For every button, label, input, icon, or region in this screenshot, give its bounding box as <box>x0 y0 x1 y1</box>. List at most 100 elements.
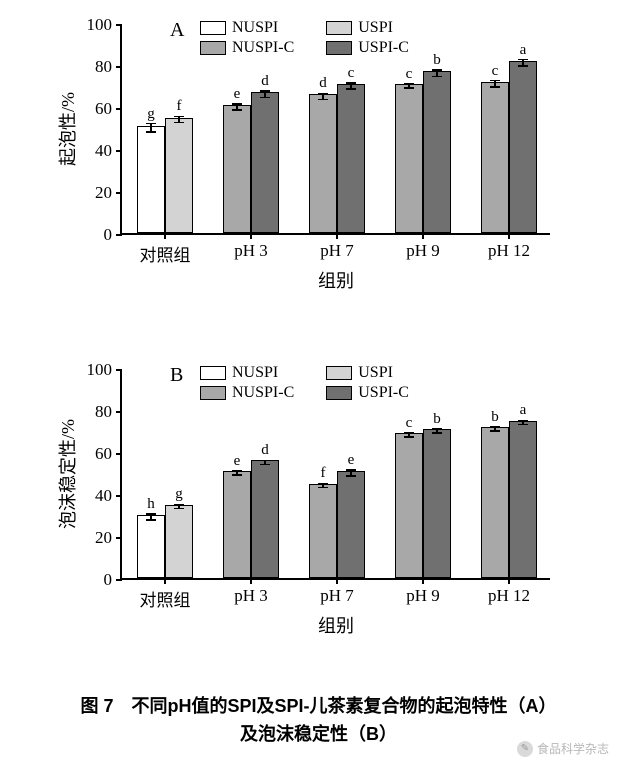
xtick-label: pH 9 <box>406 241 440 261</box>
legend-item: NUSPI <box>200 19 294 37</box>
x-axis-label: 组别 <box>318 612 354 638</box>
legend-swatch <box>326 386 352 400</box>
legend-swatch <box>326 366 352 380</box>
bar <box>395 433 423 578</box>
legend-item: USPI <box>326 19 409 37</box>
xtick-label: 对照组 <box>140 586 191 611</box>
figure-caption-line1: 图 7 不同pH值的SPI及SPI-儿茶素复合物的起泡特性（A） <box>0 692 637 718</box>
xtick-label: pH 7 <box>320 241 354 261</box>
bar <box>337 471 365 578</box>
bar <box>251 92 279 233</box>
bar <box>423 71 451 233</box>
xtick-label: pH 7 <box>320 586 354 606</box>
legend: NUSPI USPI NUSPI-C USPI-C <box>200 19 409 57</box>
bar <box>509 61 537 233</box>
legend-label: NUSPI <box>232 19 278 37</box>
bar <box>251 460 279 578</box>
significance-label: f <box>177 98 182 115</box>
significance-label: e <box>348 452 355 469</box>
legend-swatch <box>326 21 352 35</box>
significance-label: d <box>319 75 327 92</box>
ytick-label: 60 <box>95 444 112 464</box>
bar <box>165 505 193 579</box>
figure-wrap: { "colors": { "NUSPI": "#ffffff", "USPI"… <box>0 0 637 771</box>
significance-label: d <box>261 73 269 90</box>
significance-label: d <box>261 442 269 459</box>
significance-label: b <box>433 52 441 69</box>
bar <box>395 84 423 233</box>
significance-label: e <box>234 453 241 470</box>
xtick-label: pH 12 <box>488 241 530 261</box>
legend-item: USPI <box>326 364 409 382</box>
legend-label: NUSPI <box>232 364 278 382</box>
panel-letter: A <box>170 19 184 42</box>
panel-a: 020406080100起泡性/%对照组gfpH 3edpH 7dcpH 9cb… <box>120 25 550 235</box>
ytick-label: 60 <box>95 99 112 119</box>
significance-label: a <box>520 42 527 59</box>
caption-prefix: 图 7 <box>80 696 113 716</box>
bar <box>165 118 193 234</box>
bar <box>481 427 509 578</box>
panel-b: 020406080100泡沫稳定性/%对照组hgpH 3edpH 7fepH 9… <box>120 370 550 580</box>
significance-label: b <box>433 411 441 428</box>
bar <box>137 126 165 233</box>
legend-item: NUSPI-C <box>200 384 294 402</box>
ytick-label: 80 <box>95 57 112 77</box>
bar <box>423 429 451 578</box>
ytick-label: 40 <box>95 486 112 506</box>
significance-label: c <box>348 65 355 82</box>
legend-swatch <box>200 41 226 55</box>
xtick-label: pH 12 <box>488 586 530 606</box>
legend-swatch <box>326 41 352 55</box>
watermark-text: 食品科学杂志 <box>537 740 609 757</box>
ytick-label: 20 <box>95 528 112 548</box>
legend-item: USPI-C <box>326 39 409 57</box>
xtick-label: pH 9 <box>406 586 440 606</box>
legend-swatch <box>200 366 226 380</box>
bar <box>481 82 509 233</box>
significance-label: g <box>175 486 183 503</box>
significance-label: f <box>321 465 326 482</box>
ytick-label: 40 <box>95 141 112 161</box>
legend-label: NUSPI-C <box>232 384 294 402</box>
ytick-label: 80 <box>95 402 112 422</box>
xtick-label: pH 3 <box>234 241 268 261</box>
y-axis-label: 起泡性/% <box>54 92 80 166</box>
ytick-label: 100 <box>87 360 113 380</box>
legend-label: USPI <box>358 19 393 37</box>
significance-label: e <box>234 86 241 103</box>
bar <box>509 421 537 579</box>
x-axis-label: 组别 <box>318 267 354 293</box>
legend-item: NUSPI-C <box>200 39 294 57</box>
panel-letter: B <box>170 364 183 387</box>
legend-label: USPI-C <box>358 39 409 57</box>
bar <box>309 484 337 579</box>
legend-label: USPI-C <box>358 384 409 402</box>
ytick-label: 0 <box>104 570 113 590</box>
significance-label: c <box>492 63 499 80</box>
bar <box>137 515 165 578</box>
y-axis-label: 泡沫稳定性/% <box>54 419 80 529</box>
caption-text2: 及泡沫稳定性（B） <box>240 724 397 744</box>
legend-swatch <box>200 21 226 35</box>
ytick-label: 20 <box>95 183 112 203</box>
significance-label: h <box>147 496 155 513</box>
significance-label: c <box>406 66 413 83</box>
caption-text1: 不同pH值的SPI及SPI-儿茶素复合物的起泡特性（A） <box>132 696 557 716</box>
legend-item: NUSPI <box>200 364 294 382</box>
xtick-label: 对照组 <box>140 241 191 266</box>
bar <box>223 471 251 578</box>
legend: NUSPI USPI NUSPI-C USPI-C <box>200 364 409 402</box>
legend-label: NUSPI-C <box>232 39 294 57</box>
watermark-icon: ✎ <box>517 741 533 757</box>
ytick-label: 100 <box>87 15 113 35</box>
legend-label: USPI <box>358 364 393 382</box>
significance-label: c <box>406 415 413 432</box>
bar <box>309 94 337 233</box>
significance-label: g <box>147 106 155 123</box>
legend-swatch <box>200 386 226 400</box>
significance-label: b <box>491 409 499 426</box>
bar <box>223 105 251 233</box>
legend-item: USPI-C <box>326 384 409 402</box>
watermark: ✎ 食品科学杂志 <box>517 740 609 757</box>
